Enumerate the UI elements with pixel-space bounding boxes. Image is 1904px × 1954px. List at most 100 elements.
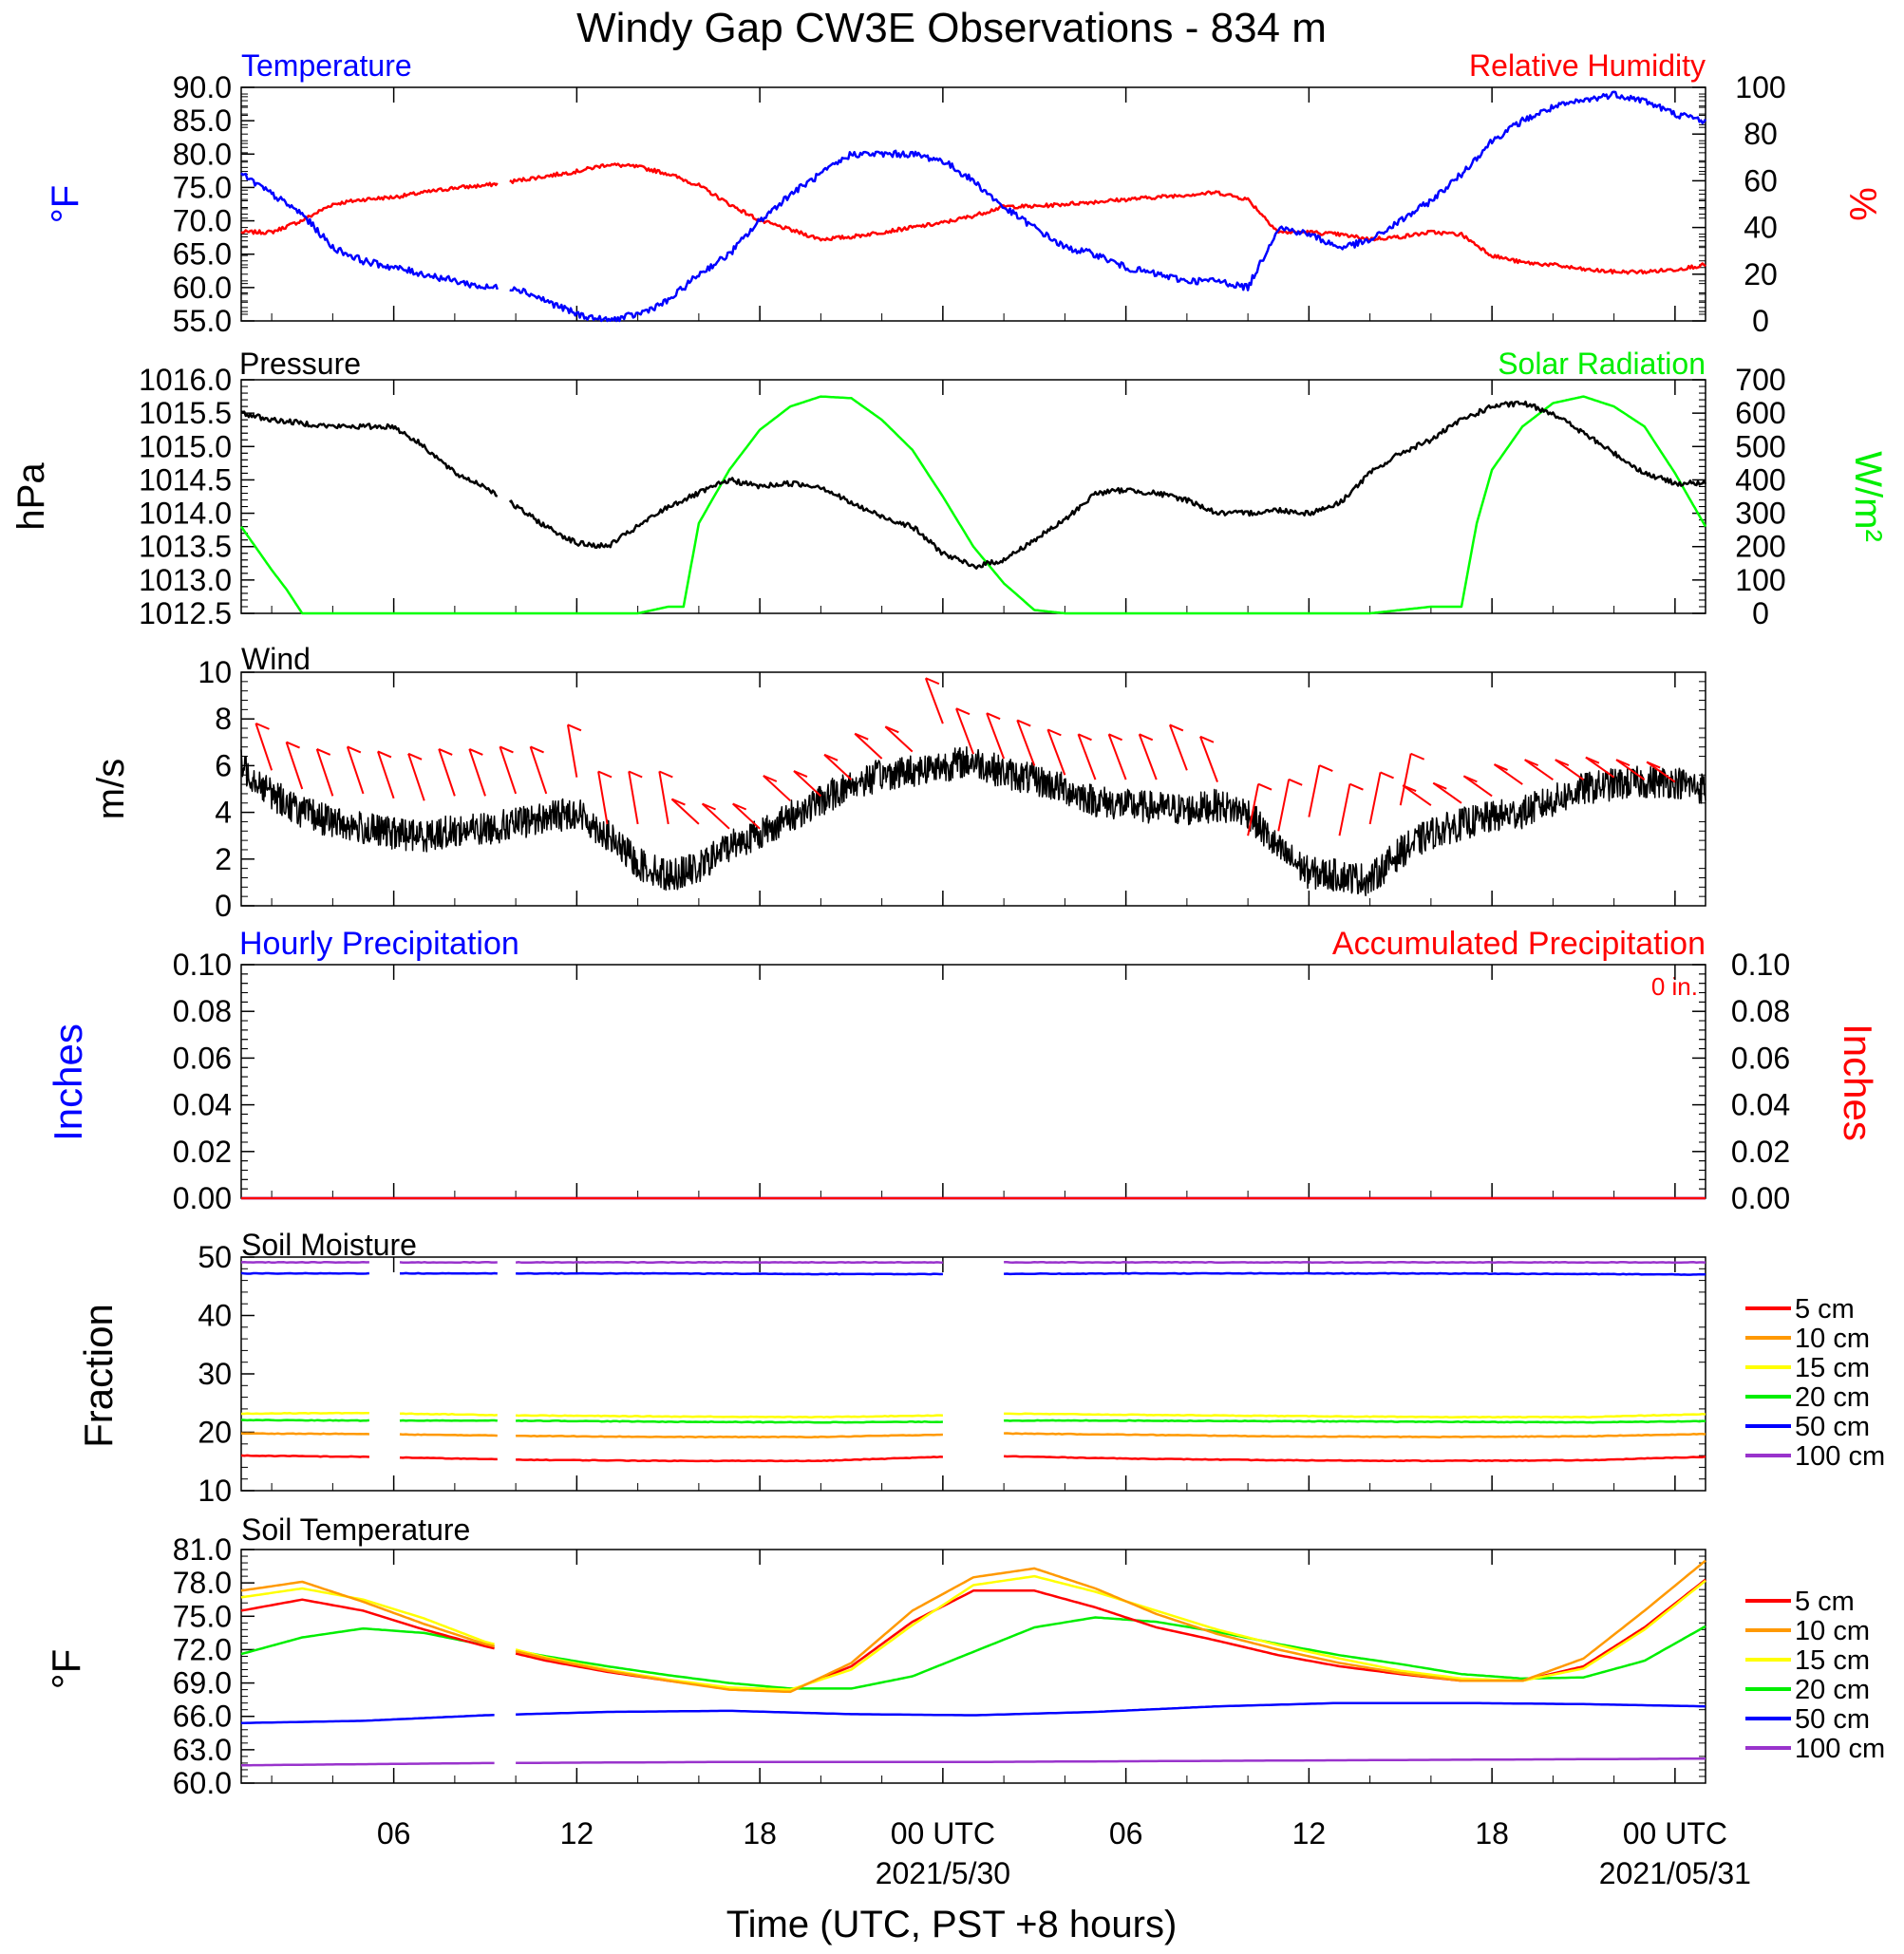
wind-panel-frame: [240, 671, 1706, 907]
wind-barb-flag: [1046, 728, 1062, 737]
accum-precip-axis-tick-label: 0.02: [1731, 1135, 1790, 1169]
wind-barb-flag: [1524, 759, 1539, 767]
x-axis-label: Time (UTC, PST +8 hours): [726, 1904, 1178, 1945]
temperature-axis-tick-label: 70.0: [173, 204, 232, 238]
hourly-precip-axis-tick-label: 0.08: [173, 994, 232, 1028]
wind-barb: [1615, 759, 1646, 780]
panel-soil-moisture: Soil Moisture Fraction: [76, 1228, 417, 1448]
humidity-axis-tick-label: 100: [1735, 70, 1785, 104]
soil-temp-legend-label: 10 cm: [1795, 1616, 1870, 1646]
hourly-precip-axis-tick-label: 0.10: [173, 948, 232, 982]
wind-barb: [955, 707, 974, 755]
soil-temp-axis-tick-label: 63.0: [173, 1733, 232, 1767]
wind-barb-flag: [1555, 759, 1570, 767]
soil-moisture-legend-label: 5 cm: [1795, 1294, 1855, 1325]
wind-barb: [315, 748, 334, 797]
wind-barb: [1585, 756, 1615, 779]
soil-temperature-title: Soil Temperature: [241, 1512, 470, 1547]
wind-barb-flag: [500, 745, 514, 754]
wind-barb: [438, 748, 456, 797]
wind-barb: [701, 802, 730, 830]
wind-barb: [1368, 772, 1382, 825]
wind-barb-flag: [377, 750, 392, 759]
wind-barb: [628, 771, 639, 825]
soil-moisture-line-1: [240, 1454, 1706, 1463]
soil-moisture-line-6: [240, 1260, 1706, 1265]
wind-speed-line: [240, 746, 1706, 897]
wind-axis-tick-label: 10: [198, 655, 232, 689]
panel-pressure-solar: Pressure Solar Radiation hPa W/m²: [10, 347, 1889, 542]
pressure-line: [240, 400, 1707, 570]
panel-precipitation: Hourly Precipitation Accumulated Precipi…: [46, 926, 1880, 1141]
pressure-axis-tick-label: 1013.5: [139, 530, 232, 564]
wind-barb-flag: [1288, 778, 1303, 786]
hourly-precip-axis-tick-label: 0.02: [173, 1135, 232, 1169]
soil-temp-axis-tick-label: 60.0: [173, 1766, 232, 1800]
pressure-axis-tick-label: 1013.0: [139, 563, 232, 597]
soil-moisture-line-5: [240, 1271, 1706, 1276]
wind-barb: [1016, 720, 1036, 766]
wind-barb: [986, 712, 1006, 760]
wind-barb: [1399, 753, 1412, 806]
soil-moisture-axis-tick-label: 10: [198, 1474, 232, 1508]
soil-moisture-axis-tick-label: 20: [198, 1416, 232, 1450]
wind-barb: [823, 754, 853, 780]
wind-barb-flag: [530, 745, 544, 754]
temperature-axis-tick-label: 75.0: [173, 170, 232, 204]
wind-barb: [1462, 775, 1493, 798]
wind-axis-tick-label: 6: [215, 748, 232, 782]
soil-moisture-axis-tick-label: 30: [198, 1357, 232, 1391]
humidity-line: [240, 162, 1706, 275]
wind-barb-flag: [1078, 733, 1092, 742]
wind-barb-flag: [793, 770, 808, 778]
wind-barb: [763, 775, 791, 802]
x-tick-label: 12: [1292, 1816, 1327, 1851]
wind-barb-flag: [1462, 775, 1478, 783]
wind-barb: [1493, 763, 1523, 785]
x-tick-label: 12: [560, 1816, 594, 1851]
soil-temp-legend-label: 5 cm: [1795, 1587, 1855, 1617]
soil-moisture-legend-label: 10 cm: [1795, 1324, 1870, 1354]
accum-precip-axis-tick-label: 0.06: [1731, 1041, 1790, 1075]
wind-barb-flag: [567, 723, 582, 732]
soil-moisture-axis-label: Fraction: [76, 1304, 121, 1448]
pressure-title: Pressure: [239, 347, 361, 381]
humidity-axis-tick-label: 0: [1752, 304, 1769, 338]
humidity-axis-label: %: [1841, 187, 1883, 221]
x-tick-label: 06: [1109, 1816, 1143, 1851]
wind-barb-flag: [1349, 782, 1364, 791]
wind-axis-tick-label: 8: [215, 702, 232, 736]
wind-barb-flag: [1494, 763, 1508, 771]
wind-barb-flag: [823, 753, 839, 761]
panel-wind: Wind m/s: [90, 642, 311, 819]
wind-barb-flag: [1108, 733, 1123, 742]
soil-temp-axis-tick-label: 72.0: [173, 1632, 232, 1666]
wind-barb: [1338, 783, 1351, 836]
soil-temp-line-6: [240, 1757, 1706, 1767]
wind-barb: [884, 725, 914, 753]
soil-moisture-title: Soil Moisture: [241, 1228, 417, 1262]
soil-temp-legend-label: 50 cm: [1795, 1704, 1870, 1735]
pressure-axis-tick-label: 1016.0: [139, 363, 232, 397]
temperature-axis-tick-label: 55.0: [173, 304, 232, 338]
wind-barb: [346, 746, 365, 795]
x-tick-label: 00 UTC: [1623, 1816, 1727, 1851]
wind-barb: [1168, 724, 1188, 771]
accum-precip-axis-tick-label: 0.10: [1731, 948, 1790, 982]
wind-barb-flag: [1139, 733, 1154, 742]
wind-barb: [566, 724, 578, 778]
accum-precip-axis-label: Inches: [1836, 1024, 1880, 1141]
wind-title: Wind: [241, 642, 311, 676]
wind-barb-flag: [732, 802, 747, 811]
wind-barb-flag: [347, 745, 362, 754]
hourly-precip-axis-tick-label: 0.06: [173, 1041, 232, 1075]
temperature-title: Temperature: [241, 48, 412, 83]
humidity-axis-tick-label: 80: [1744, 117, 1778, 151]
wind-barb-flag: [286, 741, 300, 749]
x-tick-label: 06: [377, 1816, 411, 1851]
wind-barb-flag: [597, 770, 613, 779]
accum-precip-axis-tick-label: 0.00: [1731, 1181, 1790, 1215]
wind-barb: [1138, 733, 1158, 780]
wind-barb: [1199, 736, 1218, 782]
